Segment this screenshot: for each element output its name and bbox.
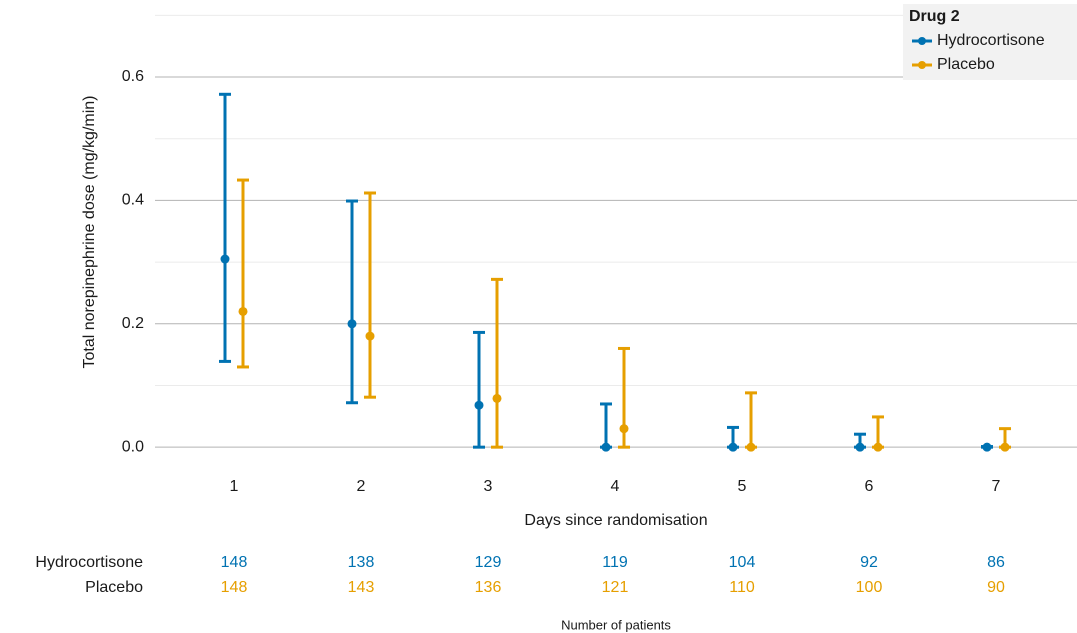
x-tick-label: 1 — [230, 478, 239, 495]
table-row-label: Hydrocortisone — [35, 554, 143, 571]
point — [238, 306, 248, 316]
x-tick-label: 5 — [738, 478, 747, 495]
table-count: 86 — [987, 554, 1005, 571]
table-count: 143 — [348, 579, 375, 596]
table-count: 104 — [729, 554, 756, 571]
table-count: 138 — [348, 554, 375, 571]
table-count: 148 — [221, 579, 248, 596]
legend-title: Drug 2 — [909, 8, 960, 25]
x-tick-label: 6 — [865, 478, 874, 495]
y-tick-label: 0.0 — [122, 438, 144, 455]
table-count: 136 — [475, 579, 502, 596]
table-count: 129 — [475, 554, 502, 571]
y-tick-label: 0.4 — [122, 192, 144, 209]
point — [474, 400, 484, 410]
legend-dot — [918, 61, 926, 69]
table-count: 119 — [602, 554, 628, 571]
point — [746, 442, 756, 452]
x-axis-title: Days since randomisation — [524, 512, 707, 529]
point — [855, 442, 865, 452]
point — [492, 393, 502, 403]
x-tick-label: 3 — [484, 478, 493, 495]
point — [1000, 442, 1010, 452]
y-axis-title: Total norepinephrine dose (mg/kg/min) — [81, 95, 98, 368]
point — [347, 319, 357, 329]
x-tick-label: 2 — [357, 478, 366, 495]
legend-label: Placebo — [937, 56, 995, 73]
point — [601, 442, 611, 452]
legend-dot — [918, 37, 926, 45]
point — [982, 442, 992, 452]
table-count: 92 — [860, 554, 878, 571]
table-count: 90 — [987, 579, 1005, 596]
table-count: 148 — [221, 554, 248, 571]
table-count: 121 — [602, 579, 629, 596]
point — [220, 254, 230, 264]
x-tick-label: 4 — [611, 478, 620, 495]
x-tick-label: 7 — [992, 478, 1001, 495]
point — [728, 442, 738, 452]
point — [873, 442, 883, 452]
table-title: Number of patients — [561, 617, 671, 632]
table-row-label: Placebo — [85, 579, 143, 596]
table-count: 110 — [729, 579, 755, 596]
point — [365, 331, 375, 341]
point — [619, 424, 629, 434]
y-tick-label: 0.2 — [122, 315, 144, 332]
y-tick-label: 0.6 — [122, 68, 144, 85]
legend-label: Hydrocortisone — [937, 32, 1045, 49]
table-count: 100 — [856, 579, 883, 596]
